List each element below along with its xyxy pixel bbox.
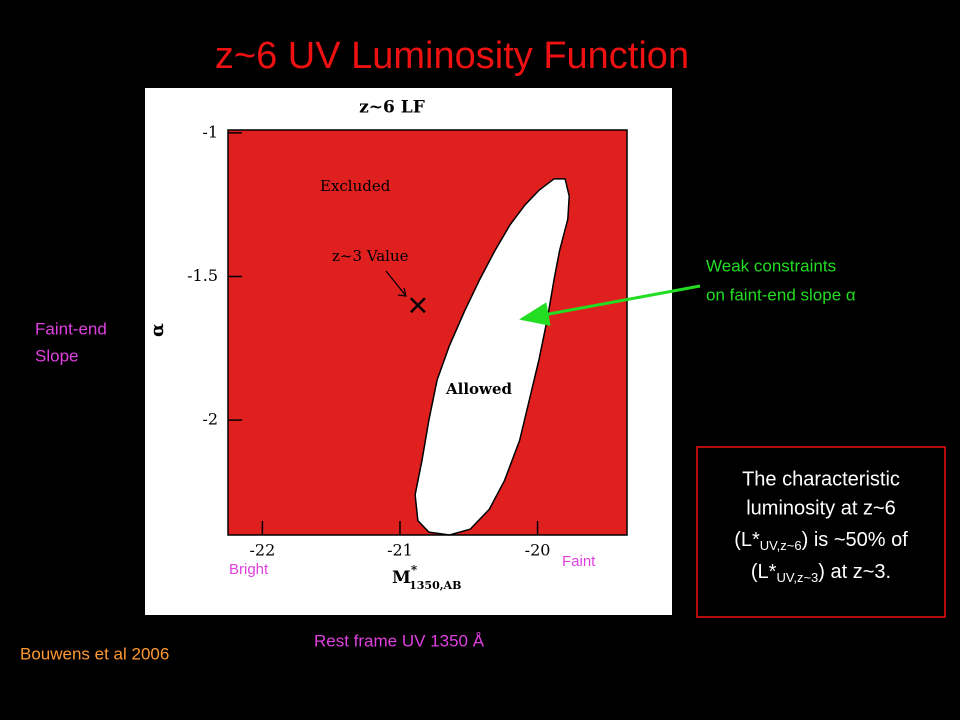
x-side-label: Rest frame UV 1350 Å [314, 631, 485, 650]
slide-title: z~6 UV Luminosity Function [215, 35, 689, 77]
side-label: Faint-end [35, 319, 107, 338]
x-tick-label: -20 [525, 541, 551, 560]
allowed-label: Allowed [445, 380, 512, 398]
side-label: Slope [35, 346, 78, 365]
x-tick-label: -22 [250, 541, 276, 560]
note-part: ) at z~3. [818, 561, 891, 583]
note-line: The characteristic [742, 468, 900, 490]
x-axis-label: M* 1350,AB [392, 563, 461, 593]
note-part: (L* [734, 529, 760, 551]
x-label-sub: 1350,AB [409, 579, 461, 592]
note-line: (L*UV,z~6) is ~50% of [734, 529, 908, 553]
pointer-arrow [385, 270, 407, 297]
y-axis-label: α [147, 323, 168, 337]
pointer-head [397, 287, 407, 297]
callout-line: on faint-end slope α [706, 285, 856, 304]
chart-title: z~6 LF [359, 98, 425, 118]
allowed-region [414, 178, 570, 536]
note-box [696, 446, 946, 618]
note-line: (L*UV,z~3) at z~3. [751, 561, 891, 585]
note-sub: UV,z~3 [776, 570, 818, 585]
note-sub: UV,z~6 [760, 538, 802, 553]
callout-line: Weak constraints [706, 256, 836, 275]
citation: Bouwens et al 2006 [20, 644, 169, 663]
z3-marker [409, 297, 426, 314]
x-tick-label: -21 [387, 541, 413, 560]
plot-frame [227, 129, 628, 536]
note-part: (L* [751, 561, 777, 583]
x-label-main: M [392, 568, 411, 588]
note-part: ) is ~50% of [802, 529, 909, 551]
faint-label: Faint [562, 553, 596, 570]
excluded-label: Excluded [320, 177, 391, 195]
y-tick-label: -2 [202, 410, 218, 429]
callout-arrow [519, 284, 701, 326]
x-label-sup: * [411, 563, 418, 577]
point-label: z~3 Value [332, 247, 409, 265]
y-tick-label: -1 [202, 122, 218, 141]
y-tick-label: -1.5 [187, 266, 218, 285]
note-line: luminosity at z~6 [746, 497, 896, 519]
bright-label: Bright [229, 561, 269, 578]
